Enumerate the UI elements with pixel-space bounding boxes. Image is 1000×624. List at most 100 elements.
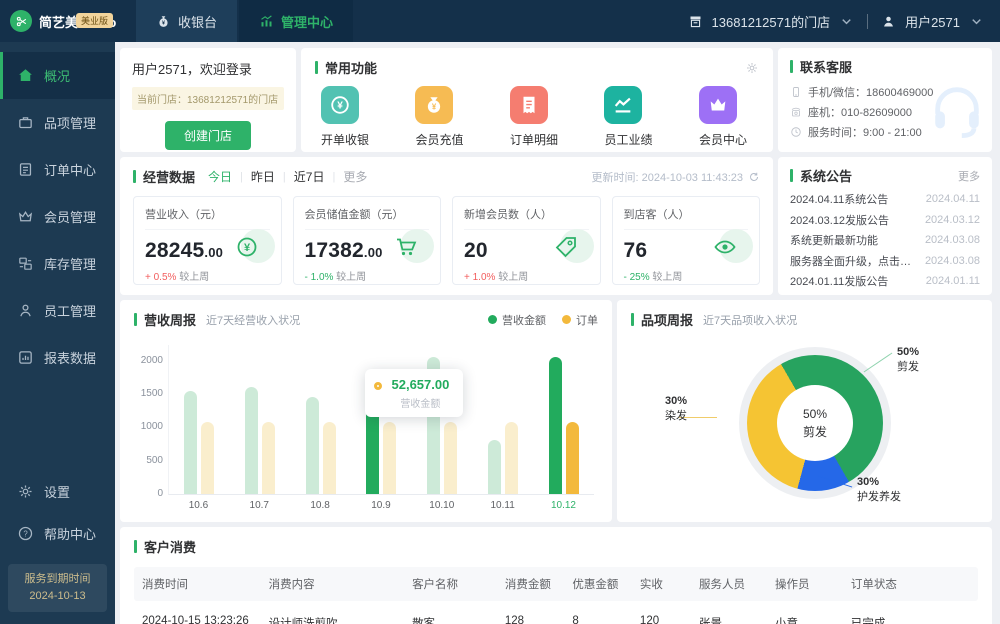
- table-cell: 120: [639, 615, 660, 624]
- callout-haircare: 30% 护发养发: [857, 475, 901, 505]
- x-axis-label: 10.7: [249, 500, 269, 511]
- sidebar-item-2[interactable]: 订单中心: [0, 146, 115, 193]
- x-axis-label: 10.12: [550, 500, 576, 511]
- sidebar-footer-item-1[interactable]: ? 帮助中心: [0, 512, 115, 554]
- bar-营收金额-10.12[interactable]: [548, 357, 562, 494]
- stat-value: 76: [623, 239, 648, 262]
- sidebar-item-6[interactable]: 报表数据: [0, 334, 115, 381]
- bar-营收金额-10.8[interactable]: [305, 397, 319, 494]
- divider: [867, 13, 869, 29]
- bar-chart-plot: 0 500 1000 1500 2000 52,657.00 营收金额: [141, 345, 594, 499]
- eye-icon: [713, 235, 737, 259]
- contact-label: 服务时间：9:00 - 21:00: [808, 127, 922, 139]
- contact-row-0: 手机/微信：18600469000: [790, 82, 980, 102]
- sidebar: 概况 品项管理 订单中心 会员管理 库存管理 员工管理 报表数据 设置 ? 帮助…: [0, 42, 115, 624]
- bar-订单-10.10[interactable]: [444, 422, 458, 494]
- stat-icon-blob: [559, 229, 594, 263]
- x-axis-label: 10.8: [310, 500, 330, 511]
- receipt-icon: [509, 86, 548, 124]
- business-tab-2[interactable]: 近7日: [293, 170, 325, 184]
- announcements-title: 系统公告: [790, 166, 852, 185]
- stat-change: + 1.0% 较上周: [464, 272, 529, 283]
- store-selector[interactable]: 13681212571的门店: [711, 14, 831, 30]
- refresh-icon[interactable]: [748, 171, 760, 183]
- home-icon: [17, 67, 34, 84]
- bar-订单-10.9[interactable]: [383, 422, 397, 494]
- legend-item-1[interactable]: 订单: [562, 312, 598, 328]
- donut-center-text: 剪发: [802, 424, 827, 439]
- announcement-item-3[interactable]: 服务器全面升级，点击… 2024.03.08: [790, 254, 980, 268]
- table-header-cell: 消费时间: [142, 579, 188, 591]
- sidebar-footer-item-0[interactable]: 设置: [0, 470, 115, 512]
- y-axis-tick: 1500: [140, 388, 163, 399]
- announcements-card: 系统公告 更多 2024.04.11系统公告 2024.04.11 2024.0…: [778, 157, 992, 295]
- bar-订单-10.8[interactable]: [322, 422, 336, 494]
- sidebar-item-1[interactable]: 品项管理: [0, 99, 115, 146]
- stat-icon-blob: [240, 229, 275, 263]
- create-store-button[interactable]: 创建门店: [164, 121, 251, 150]
- gear-icon[interactable]: [745, 61, 759, 75]
- table-header-cell: 客户名称: [412, 579, 459, 591]
- quick-action-label: 会员中心: [698, 133, 747, 147]
- bar-订单-10.11[interactable]: [504, 422, 518, 494]
- bar-订单-10.12[interactable]: [565, 422, 579, 494]
- tab-separator: |: [240, 170, 243, 183]
- stat-card-3: 到店客（人） 76 - 25% 较上周: [611, 196, 760, 285]
- table-header-cell: 消费内容: [268, 579, 315, 591]
- table-cell: 张景: [699, 618, 722, 624]
- bar-订单-10.7[interactable]: [262, 422, 276, 494]
- sidebar-item-3[interactable]: 会员管理: [0, 193, 115, 240]
- headset-icon: [928, 80, 986, 143]
- stat-change: + 0.5% 较上周: [145, 272, 210, 283]
- cashier-icon: ¥: [321, 86, 359, 124]
- announcement-item-1[interactable]: 2024.03.12发版公告 2024.03.12: [790, 213, 980, 227]
- callout-haircut: 50% 剪发: [897, 345, 919, 375]
- announcement-item-4[interactable]: 2024.01.11发版公告 2024.01.11: [790, 275, 980, 289]
- crown-icon: [17, 208, 34, 225]
- svg-text:¥: ¥: [162, 20, 165, 26]
- sidebar-item-label: 报表数据: [44, 351, 97, 366]
- stat-card-1: 会员储值金额（元） 17382.00 - 1.0% 较上周: [292, 196, 441, 285]
- bar-group-10.12: [548, 345, 579, 494]
- business-tab-1[interactable]: 昨日: [250, 170, 275, 184]
- bar-营收金额-10.6[interactable]: [184, 391, 198, 494]
- stat-title: 到店客（人）: [623, 206, 748, 230]
- tab-cashier[interactable]: ¥ 收银台: [136, 0, 238, 42]
- callout-label: 护发养发: [857, 491, 901, 503]
- legend-dot-icon: [488, 315, 497, 324]
- sidebar-item-4[interactable]: 库存管理: [0, 240, 115, 287]
- table-row-0[interactable]: 2024-10-15 13:23:26 设计师洗剪吹 散客 128 8 120 张景 小意 已完…: [134, 601, 978, 624]
- business-tab-0[interactable]: 今日: [208, 170, 233, 184]
- bar-group-10.8: [305, 345, 336, 494]
- quick-action-label: 员工业绩: [604, 133, 653, 147]
- bar-营收金额-10.11[interactable]: [487, 440, 501, 494]
- announcements-more-link[interactable]: 更多: [958, 170, 980, 183]
- user-menu[interactable]: 用户2571: [905, 14, 960, 30]
- sidebar-footer: 设置 ? 帮助中心 服务到期时间 2024-10-13: [0, 470, 115, 624]
- quick-actions-title: 常用功能: [315, 58, 377, 77]
- quick-action-0[interactable]: ¥ 开单收银: [321, 86, 369, 148]
- bar-营收金额-10.7[interactable]: [245, 387, 259, 494]
- quick-action-2[interactable]: 订单明细: [509, 86, 558, 148]
- donut-center-percent: 50%: [802, 406, 828, 421]
- quick-action-3[interactable]: 员工业绩: [604, 86, 652, 148]
- quick-action-4[interactable]: 会员中心: [698, 86, 747, 148]
- revenue-chart-card: 营收周报 近7天经营收入状况 营收金额 订单 0 500 1000 1500 2000 …: [120, 300, 612, 522]
- bar-订单-10.6[interactable]: [201, 422, 215, 494]
- chevron-down-icon[interactable]: [839, 14, 854, 29]
- legend-item-0[interactable]: 营收金额: [488, 312, 546, 328]
- chevron-down-icon[interactable]: [969, 14, 984, 29]
- business-tab-3[interactable]: 更多: [343, 170, 368, 184]
- briefcase-icon: [17, 114, 34, 131]
- sidebar-item-label: 会员管理: [44, 210, 97, 225]
- table-header-cell: 操作员: [774, 579, 810, 591]
- quick-action-1[interactable]: ¥ 会员充值: [415, 86, 464, 148]
- donut-center-label: 50% 剪发: [777, 385, 853, 461]
- announcement-item-0[interactable]: 2024.04.11系统公告 2024.04.11: [790, 193, 980, 207]
- announcement-item-2[interactable]: 系统更新最新功能 2024.03.08: [790, 234, 980, 248]
- sidebar-item-0[interactable]: 概况: [0, 52, 115, 99]
- svg-text:¥: ¥: [337, 101, 343, 112]
- sidebar-item-5[interactable]: 员工管理: [0, 287, 115, 334]
- tab-admin-center[interactable]: 管理中心: [239, 0, 354, 42]
- landline-icon: [790, 106, 802, 118]
